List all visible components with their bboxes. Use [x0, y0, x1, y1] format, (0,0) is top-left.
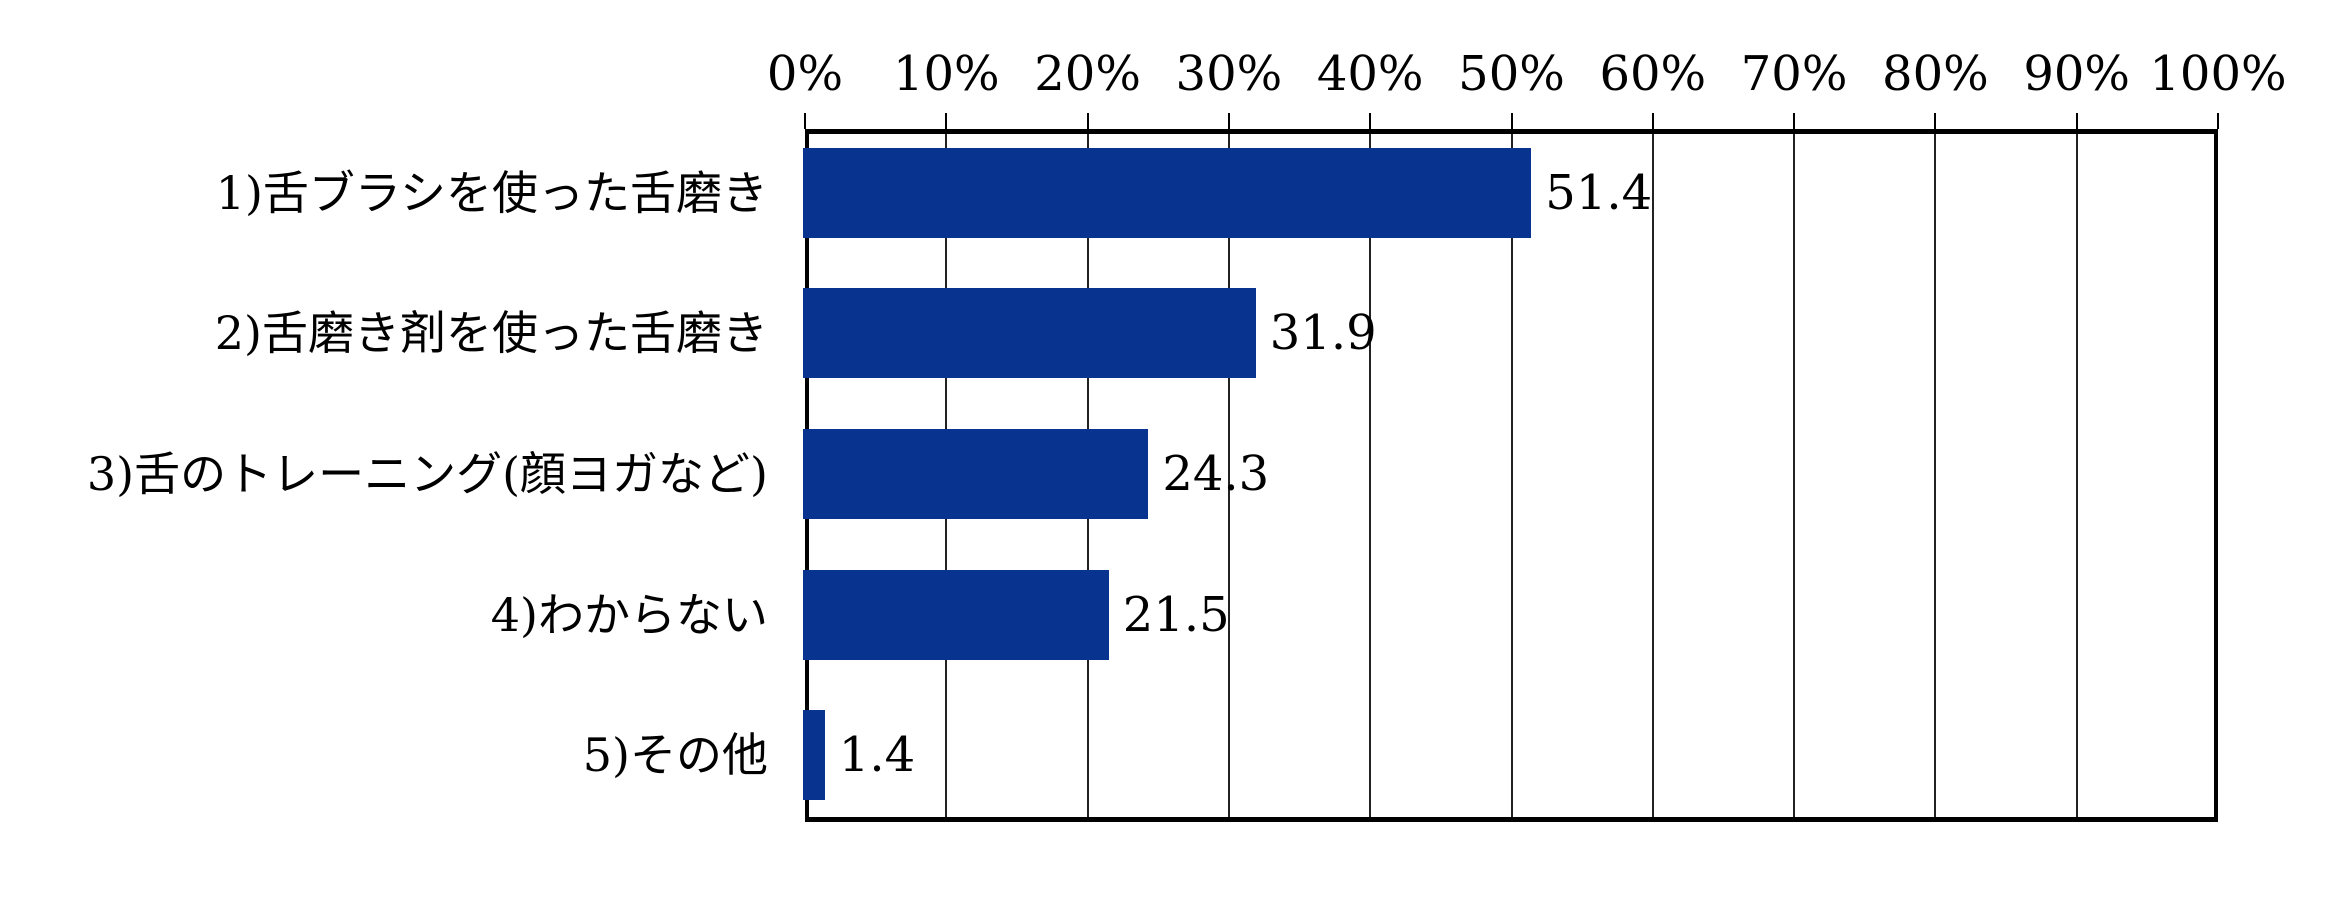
bar	[803, 710, 825, 800]
category-label: 5)その他	[582, 728, 768, 782]
x-tick-mark	[1086, 113, 1089, 129]
category-label: 4)わからない	[490, 588, 768, 642]
x-tick-label: 0%	[766, 46, 844, 102]
category-label: 3)舌のトレーニング(顔ヨガなど)	[86, 447, 768, 501]
x-tick-mark	[1934, 113, 1937, 129]
x-tick-label: 100%	[2149, 46, 2287, 102]
category-label: 1)舌ブラシを使った舌磨き	[215, 166, 768, 220]
value-label: 31.9	[1269, 305, 1377, 361]
x-tick-mark	[2075, 113, 2078, 129]
x-tick-label: 80%	[1882, 46, 1989, 102]
x-tick-mark	[1793, 113, 1796, 129]
x-tick-mark	[1369, 113, 1372, 129]
bar	[803, 148, 1532, 238]
value-label: 51.4	[1545, 165, 1653, 221]
x-tick-label: 30%	[1175, 46, 1283, 102]
gridline	[1793, 129, 1796, 822]
bar	[803, 429, 1149, 519]
x-tick-mark	[945, 113, 948, 129]
gridline	[1227, 129, 1230, 822]
x-tick-label: 10%	[892, 46, 1000, 102]
x-tick-mark	[1227, 113, 1230, 129]
x-tick-label: 50%	[1458, 46, 1565, 102]
x-tick-label: 70%	[1740, 46, 1848, 102]
x-tick-label: 20%	[1034, 46, 1141, 102]
gridline	[1651, 129, 1654, 822]
value-label: 1.4	[838, 727, 916, 783]
bar	[803, 570, 1109, 660]
x-tick-label: 60%	[1599, 46, 1707, 102]
value-label: 24.3	[1162, 446, 1270, 502]
x-tick-mark	[1651, 113, 1654, 129]
x-tick-label: 90%	[2023, 46, 2131, 102]
x-tick-mark	[2217, 113, 2219, 129]
gridline	[1934, 129, 1937, 822]
gridline	[2075, 129, 2078, 822]
x-tick-label: 40%	[1316, 46, 1424, 102]
gridline	[1369, 129, 1372, 822]
value-label: 21.5	[1122, 587, 1230, 643]
bar	[803, 288, 1256, 378]
gridline	[1510, 129, 1513, 822]
category-label: 2)舌磨き剤を使った舌磨き	[214, 306, 768, 360]
x-tick-mark	[804, 113, 806, 129]
x-tick-mark	[1510, 113, 1513, 129]
